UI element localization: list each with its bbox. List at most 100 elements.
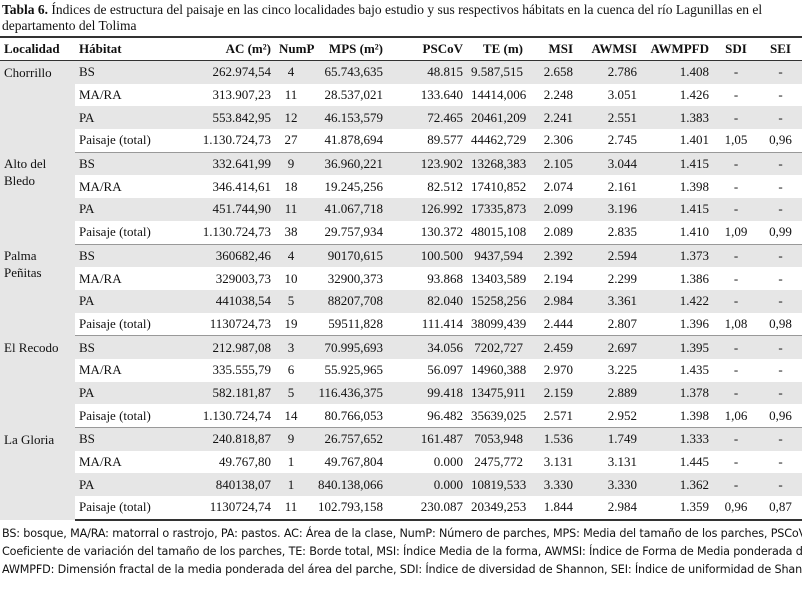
value-cell: -: [778, 339, 783, 355]
value-cell: 48.815: [427, 64, 463, 80]
value-cell: 11: [275, 496, 307, 521]
value-cell: -: [778, 201, 783, 217]
value-cell: 2.099: [543, 201, 573, 217]
value-cell: 123.902: [420, 156, 463, 172]
value-cell: -: [733, 270, 739, 286]
value-cell: 3.361: [607, 293, 637, 309]
value-cell: 212.987,08: [212, 339, 272, 355]
value-cell: 1.401: [641, 129, 713, 153]
value-cell: 332.641,99: [212, 156, 272, 172]
value-cell: 116.436,375: [318, 384, 383, 400]
column-header: AWMSI: [577, 36, 641, 61]
value-cell: 14960,388: [471, 362, 527, 378]
value-cell: -: [778, 247, 783, 263]
value-cell: 2.658: [543, 64, 573, 80]
value-cell: 32900,373: [327, 270, 383, 286]
value-cell: 2.459: [543, 339, 573, 355]
table-row: La Gloria BS 240.818,87 9 26.757,652 161.487 7…: [0, 427, 802, 451]
value-cell: 3.330: [607, 476, 637, 492]
value-cell: 2.392: [543, 247, 573, 263]
value-cell: 17335,873: [471, 201, 527, 217]
value-cell: -: [778, 362, 783, 378]
habitat-cell: Paisaje (total): [75, 129, 177, 153]
value-cell: 26.757,652: [324, 431, 384, 447]
value-cell: -: [733, 384, 739, 400]
value-cell: 3.044: [607, 156, 637, 172]
value-cell: 1.408: [679, 64, 709, 80]
value-cell: 451.744,90: [212, 201, 272, 217]
value-cell: 2.299: [607, 270, 637, 286]
locality-cell: La Gloria: [4, 431, 55, 447]
value-cell: 27: [275, 129, 307, 153]
habitat-cell: Paisaje (total): [75, 496, 177, 521]
value-cell: 19: [275, 312, 307, 337]
habitat-cell: PA: [79, 476, 95, 492]
table-row: Paisaje (total) 1.130.724,73 38 29.757,934 1…: [0, 220, 802, 245]
value-cell: 3.051: [607, 87, 637, 103]
value-cell: -: [733, 156, 739, 172]
value-cell: 12: [284, 109, 298, 125]
value-cell: 14: [275, 404, 307, 429]
value-cell: 2.835: [577, 220, 641, 245]
value-cell: 346.414,61: [212, 178, 272, 194]
value-cell: 28.537,021: [324, 87, 384, 103]
value-cell: 89.577: [387, 129, 467, 153]
value-cell: 3.131: [543, 454, 573, 470]
value-cell: 2475,772: [474, 454, 523, 470]
value-cell: 441038,54: [215, 293, 271, 309]
value-cell: 1,05: [713, 129, 759, 153]
table-row: PA 553.842,95 12 46.153,579 72.465 20461,209 2…: [0, 106, 802, 130]
value-cell: 7053,948: [474, 431, 523, 447]
value-cell: 313.907,23: [212, 87, 272, 103]
caption: Tabla 6. Índices de estructura del paisa…: [0, 0, 802, 36]
value-cell: 2.161: [607, 178, 637, 194]
value-cell: 1.749: [607, 431, 637, 447]
value-cell: 46.153,579: [324, 109, 384, 125]
value-cell: 0,96: [759, 129, 802, 153]
value-cell: 1.396: [641, 312, 713, 337]
value-cell: -: [733, 109, 739, 125]
value-cell: 1.398: [679, 178, 709, 194]
value-cell: 96.482: [387, 404, 467, 429]
value-cell: 35639,025: [467, 404, 527, 429]
value-cell: 19.245,256: [324, 178, 384, 194]
value-cell: 0.000: [433, 476, 463, 492]
value-cell: -: [778, 454, 783, 470]
value-cell: 0,96: [713, 496, 759, 521]
value-cell: 13475,911: [471, 384, 526, 400]
caption-text: Índices de estructura del paisaje en las…: [2, 2, 763, 33]
value-cell: 0.000: [433, 454, 463, 470]
value-cell: 93.868: [427, 270, 463, 286]
value-cell: -: [778, 431, 783, 447]
value-cell: 3.196: [607, 201, 637, 217]
habitat-cell: Paisaje (total): [75, 404, 177, 429]
value-cell: 90170,615: [327, 247, 383, 263]
value-cell: 1.426: [679, 87, 709, 103]
value-cell: 840.138,066: [318, 476, 383, 492]
habitat-cell: PA: [79, 109, 95, 125]
table-row: MA/RA 49.767,80 1 49.767,804 0.000 2475,772 3.…: [0, 451, 802, 474]
table-row: Paisaje (total) 1.130.724,74 14 80.766,053 9…: [0, 404, 802, 429]
habitat-cell: MA/RA: [79, 87, 122, 103]
value-cell: -: [778, 87, 783, 103]
value-cell: -: [733, 178, 739, 194]
value-cell: 70.995,693: [324, 339, 384, 355]
value-cell: 99.418: [427, 384, 463, 400]
value-cell: 65.743,635: [324, 64, 384, 80]
value-cell: -: [733, 201, 739, 217]
value-cell: 59511,828: [307, 312, 387, 337]
table-row: Chorrillo BS 262.974,54 4 65.743,635 48.815 9.…: [0, 60, 802, 84]
value-cell: 1.130.724,73: [177, 220, 275, 245]
value-cell: -: [733, 362, 739, 378]
value-cell: 55.925,965: [324, 362, 384, 378]
column-header: AC (m²): [177, 36, 275, 61]
value-cell: 1.130.724,73: [177, 129, 275, 153]
value-cell: -: [778, 156, 783, 172]
value-cell: 2.571: [527, 404, 577, 429]
value-cell: 17410,852: [471, 178, 527, 194]
value-cell: 1.359: [641, 496, 713, 521]
value-cell: 262.974,54: [212, 64, 272, 80]
header-row: Localidad Hábitat AC (m²) NumP MPS (m²) PSCoV…: [0, 36, 802, 61]
value-cell: 5: [287, 293, 295, 309]
